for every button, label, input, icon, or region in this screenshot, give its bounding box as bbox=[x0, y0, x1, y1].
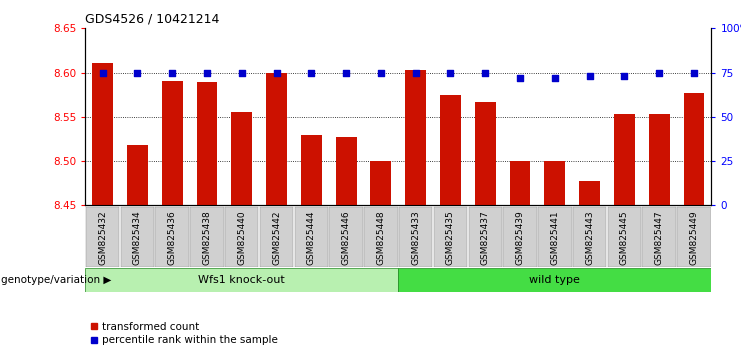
Text: GSM825432: GSM825432 bbox=[98, 210, 107, 265]
Text: GSM825435: GSM825435 bbox=[446, 210, 455, 265]
Bar bbox=[579, 181, 600, 205]
FancyBboxPatch shape bbox=[677, 207, 711, 267]
Text: GSM825441: GSM825441 bbox=[551, 210, 559, 265]
Bar bbox=[336, 137, 356, 205]
Bar bbox=[301, 135, 322, 205]
Point bbox=[340, 70, 352, 75]
Bar bbox=[510, 161, 531, 205]
Text: genotype/variation ▶: genotype/variation ▶ bbox=[1, 275, 111, 285]
Text: GSM825445: GSM825445 bbox=[620, 210, 629, 265]
Text: GSM825447: GSM825447 bbox=[655, 210, 664, 265]
Text: GSM825437: GSM825437 bbox=[481, 210, 490, 265]
Bar bbox=[196, 82, 217, 205]
Bar bbox=[683, 93, 705, 205]
FancyBboxPatch shape bbox=[399, 207, 433, 267]
Legend: transformed count, percentile rank within the sample: transformed count, percentile rank withi… bbox=[90, 322, 278, 345]
Text: GSM825438: GSM825438 bbox=[202, 210, 211, 265]
FancyBboxPatch shape bbox=[295, 207, 328, 267]
FancyBboxPatch shape bbox=[85, 268, 399, 292]
Bar bbox=[649, 114, 670, 205]
FancyBboxPatch shape bbox=[433, 207, 467, 267]
Text: GSM825433: GSM825433 bbox=[411, 210, 420, 265]
FancyBboxPatch shape bbox=[260, 207, 293, 267]
Text: GSM825443: GSM825443 bbox=[585, 210, 594, 265]
Bar bbox=[370, 161, 391, 205]
Point bbox=[410, 70, 422, 75]
Point bbox=[270, 70, 282, 75]
FancyBboxPatch shape bbox=[399, 268, 711, 292]
Text: GSM825449: GSM825449 bbox=[689, 210, 699, 265]
FancyBboxPatch shape bbox=[121, 207, 154, 267]
FancyBboxPatch shape bbox=[573, 207, 606, 267]
Text: GSM825442: GSM825442 bbox=[272, 210, 281, 265]
FancyBboxPatch shape bbox=[156, 207, 189, 267]
Bar bbox=[92, 63, 113, 205]
Point bbox=[549, 75, 561, 81]
FancyBboxPatch shape bbox=[86, 207, 119, 267]
Text: GSM825440: GSM825440 bbox=[237, 210, 246, 265]
FancyBboxPatch shape bbox=[642, 207, 676, 267]
Bar bbox=[127, 145, 147, 205]
FancyBboxPatch shape bbox=[330, 207, 363, 267]
Point bbox=[166, 70, 178, 75]
Bar bbox=[440, 95, 461, 205]
Point bbox=[584, 73, 596, 79]
Point bbox=[619, 73, 631, 79]
Bar bbox=[162, 81, 182, 205]
Text: GSM825436: GSM825436 bbox=[167, 210, 176, 265]
FancyBboxPatch shape bbox=[538, 207, 571, 267]
FancyBboxPatch shape bbox=[468, 207, 502, 267]
FancyBboxPatch shape bbox=[225, 207, 259, 267]
Bar bbox=[231, 112, 252, 205]
Point bbox=[96, 70, 108, 75]
Point bbox=[445, 70, 456, 75]
Bar bbox=[405, 70, 426, 205]
Point bbox=[201, 70, 213, 75]
Bar bbox=[614, 114, 635, 205]
FancyBboxPatch shape bbox=[190, 207, 224, 267]
Point bbox=[514, 75, 526, 81]
Text: wild type: wild type bbox=[529, 275, 580, 285]
Point bbox=[131, 70, 143, 75]
Text: Wfs1 knock-out: Wfs1 knock-out bbox=[199, 275, 285, 285]
Bar bbox=[545, 161, 565, 205]
FancyBboxPatch shape bbox=[608, 207, 641, 267]
Text: GDS4526 / 10421214: GDS4526 / 10421214 bbox=[85, 13, 219, 26]
Text: GSM825446: GSM825446 bbox=[342, 210, 350, 265]
Point bbox=[479, 70, 491, 75]
FancyBboxPatch shape bbox=[364, 207, 398, 267]
Text: GSM825434: GSM825434 bbox=[133, 210, 142, 265]
Point bbox=[375, 70, 387, 75]
Point bbox=[654, 70, 665, 75]
Text: GSM825448: GSM825448 bbox=[376, 210, 385, 265]
Point bbox=[305, 70, 317, 75]
Text: GSM825439: GSM825439 bbox=[516, 210, 525, 265]
Point bbox=[688, 70, 700, 75]
Bar bbox=[266, 73, 287, 205]
Bar bbox=[475, 102, 496, 205]
Text: GSM825444: GSM825444 bbox=[307, 210, 316, 265]
Point bbox=[236, 70, 247, 75]
FancyBboxPatch shape bbox=[503, 207, 536, 267]
